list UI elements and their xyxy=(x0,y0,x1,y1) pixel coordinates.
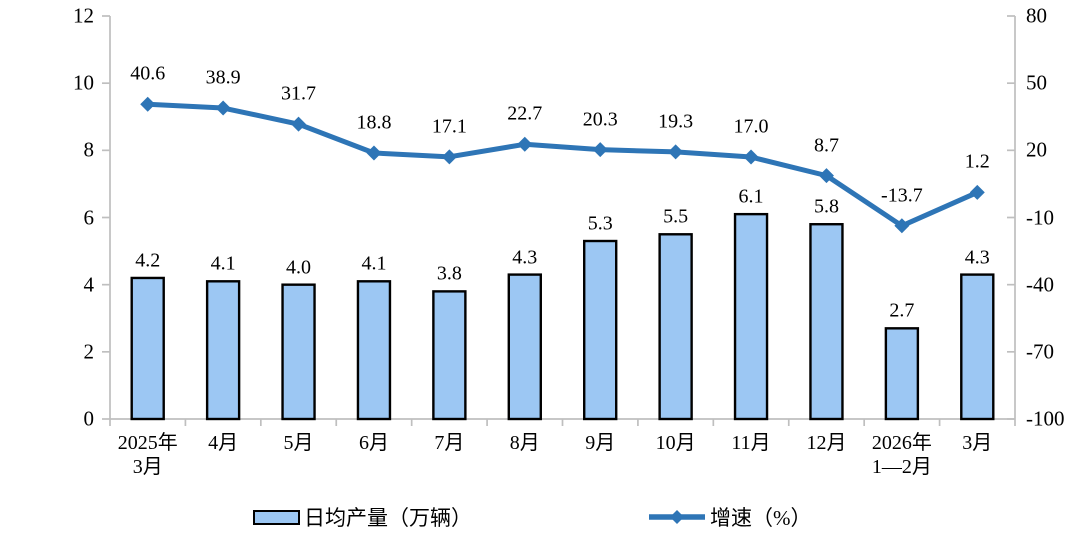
line-value-label: 18.8 xyxy=(356,111,392,134)
bar xyxy=(432,290,467,421)
bar xyxy=(884,327,920,421)
x-axis-label: 6月 xyxy=(358,432,389,454)
bar xyxy=(733,212,769,421)
line-marker-diamond xyxy=(969,184,985,200)
line-value-label: 22.7 xyxy=(507,102,543,125)
bar-value-label: 5.8 xyxy=(813,195,839,218)
bar-value-label: 4.0 xyxy=(286,256,312,279)
bar-value-label: 5.3 xyxy=(587,212,613,235)
bar-value-label: 4.1 xyxy=(361,252,387,275)
line-series-swatch xyxy=(649,510,705,524)
bar xyxy=(281,283,316,421)
line-marker-diamond xyxy=(592,142,608,158)
bar xyxy=(130,276,165,421)
bar xyxy=(507,273,542,421)
line-marker-diamond xyxy=(366,145,382,161)
x-axis-label: 8月 xyxy=(509,432,540,454)
line-marker-diamond xyxy=(668,144,684,160)
y-axis-right-tick-label: 50 xyxy=(1026,70,1047,95)
bar xyxy=(809,223,844,421)
y-axis-left-tick-label: 4 xyxy=(83,272,95,297)
growth-line xyxy=(145,101,980,229)
line-marker-diamond xyxy=(140,96,156,112)
x-axis-label: 3月 xyxy=(962,432,993,454)
line-marker-diamond xyxy=(441,149,457,165)
bar xyxy=(658,233,693,421)
y-axis-right-tick-label: 20 xyxy=(1026,137,1047,162)
x-axis-label: 4月 xyxy=(208,432,239,454)
line-marker-diamond xyxy=(894,218,910,234)
bar xyxy=(960,273,995,421)
line-value-label: 40.6 xyxy=(130,62,166,85)
bar-value-label: 4.2 xyxy=(135,249,161,272)
line-marker-diamond xyxy=(818,168,834,184)
bar-value-label: 4.3 xyxy=(512,246,538,269)
line-value-label: 1.2 xyxy=(964,150,990,173)
y-axis-right-tick-label: -100 xyxy=(1026,406,1065,431)
bar xyxy=(356,280,392,421)
legend-item-line-series: 增速（%） xyxy=(648,504,812,530)
x-axis-label: 10月 xyxy=(655,432,696,454)
bar-value-label: 4.3 xyxy=(964,246,990,269)
x-axis-label: 9月 xyxy=(585,432,616,454)
line-series-legend-label: 增速（%） xyxy=(710,506,812,530)
x-axis-label: 7月 xyxy=(434,432,465,454)
y-axis-left-tick-label: 10 xyxy=(73,70,94,95)
x-axis-label: 11月 xyxy=(731,432,771,454)
y-axis-right-tick-label: -10 xyxy=(1026,205,1054,229)
bar-value-label: 3.8 xyxy=(436,262,462,285)
line-marker-diamond xyxy=(291,116,307,132)
bar-value-label: 4.1 xyxy=(210,252,236,275)
x-axis-label: 2026年 1—2月 xyxy=(871,432,932,478)
line-value-label: 38.9 xyxy=(205,66,241,89)
x-axis-label: 5月 xyxy=(283,432,314,454)
y-axis-right-tick-label: -40 xyxy=(1026,272,1054,297)
line-value-label: 20.3 xyxy=(582,108,618,131)
line-value-label: 17.1 xyxy=(431,115,467,138)
line-marker-diamond xyxy=(215,100,231,116)
line-marker-diamond xyxy=(517,136,533,152)
line-value-label: 31.7 xyxy=(281,82,317,105)
bar-value-label: 5.5 xyxy=(663,205,689,228)
y-axis-left-tick-label: 8 xyxy=(83,137,95,162)
x-axis-label: 2025年 3月 xyxy=(117,432,178,478)
bar xyxy=(205,280,241,421)
y-axis-right-tick-label: -70 xyxy=(1026,339,1054,364)
line-value-label: 8.7 xyxy=(813,134,839,157)
x-axis-label: 12月 xyxy=(806,432,847,454)
y-axis-left-tick-label: 2 xyxy=(83,339,95,364)
line-value-label: 19.3 xyxy=(658,110,694,133)
bar-series-swatch xyxy=(253,509,300,525)
bar-series-legend-label: 日均产量（万辆） xyxy=(304,506,472,530)
line-marker-diamond xyxy=(743,149,759,165)
line-value-label: -13.7 xyxy=(881,184,923,207)
bar-value-label: 2.7 xyxy=(889,299,915,322)
line-value-label: 17.0 xyxy=(733,115,769,138)
y-axis-left-tick-label: 0 xyxy=(83,406,95,431)
y-axis-right-tick-label: 80 xyxy=(1026,3,1047,28)
bar xyxy=(583,239,618,421)
legend-item-bar-series: 日均产量（万辆） xyxy=(253,504,472,530)
bar-value-label: 6.1 xyxy=(738,185,764,208)
y-axis-left-tick-label: 12 xyxy=(73,3,94,28)
y-axis-left-tick-label: 6 xyxy=(83,205,95,229)
